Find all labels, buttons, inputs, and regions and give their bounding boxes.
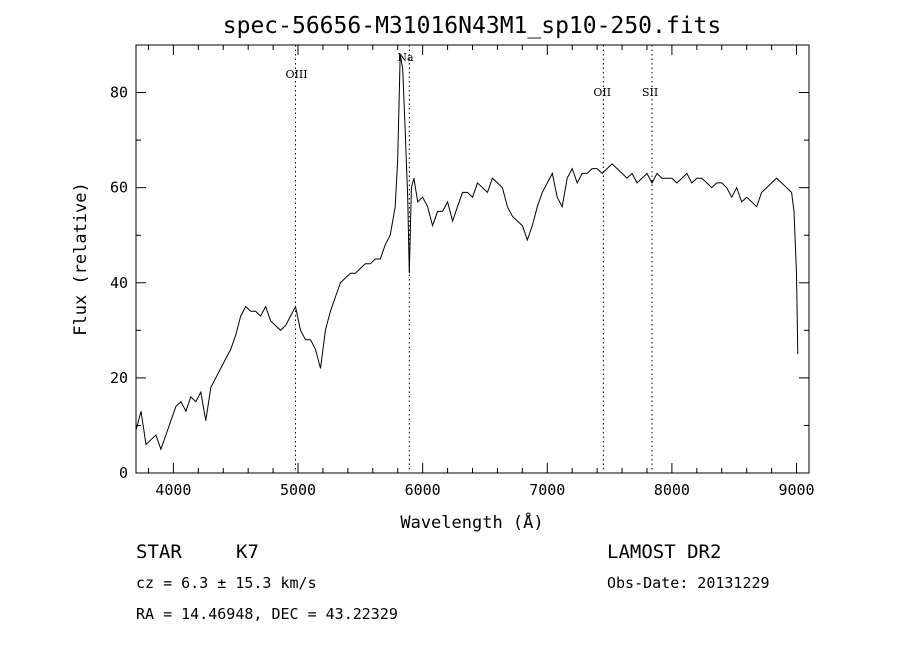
y-tick-label: 0: [119, 464, 128, 482]
chart-title: spec-56656-M31016N43M1_sp10-250.fits: [223, 13, 722, 39]
x-tick-label: 5000: [280, 481, 316, 499]
tick-labels: 4000 5000 6000 7000 8000 9000 0 20 40 60 80: [110, 84, 815, 499]
sky-coordinates: RA = 14.46948, DEC = 43.22329: [136, 605, 398, 623]
axis-ticks: [136, 44, 809, 474]
redshift-velocity: cz = 6.3 ± 15.3 km/s: [136, 574, 317, 592]
x-tick-label: 4000: [155, 481, 191, 499]
spectrum-line: [135, 54, 799, 451]
object-subclass: K7: [236, 541, 259, 563]
y-axis-label: Flux (relative): [71, 182, 91, 336]
object-class: STAR: [136, 541, 182, 563]
observation-date: Obs-Date: 20131229: [607, 574, 770, 592]
line-label-oiii: OIII: [286, 68, 308, 81]
plot-frame: [135, 44, 810, 474]
x-tick-label: 6000: [405, 481, 441, 499]
line-label-sii: SII: [642, 86, 658, 99]
x-axis-label: Wavelength (Å): [400, 511, 543, 533]
x-tick-label: 9000: [778, 481, 814, 499]
x-tick-label: 7000: [529, 481, 565, 499]
y-tick-label: 80: [110, 84, 128, 102]
x-tick-label: 8000: [654, 481, 690, 499]
y-tick-label: 20: [110, 369, 128, 387]
y-tick-label: 60: [110, 179, 128, 197]
line-label-oii: OII: [593, 86, 611, 99]
y-tick-label: 40: [110, 274, 128, 292]
survey-name: LAMOST DR2: [607, 541, 721, 563]
